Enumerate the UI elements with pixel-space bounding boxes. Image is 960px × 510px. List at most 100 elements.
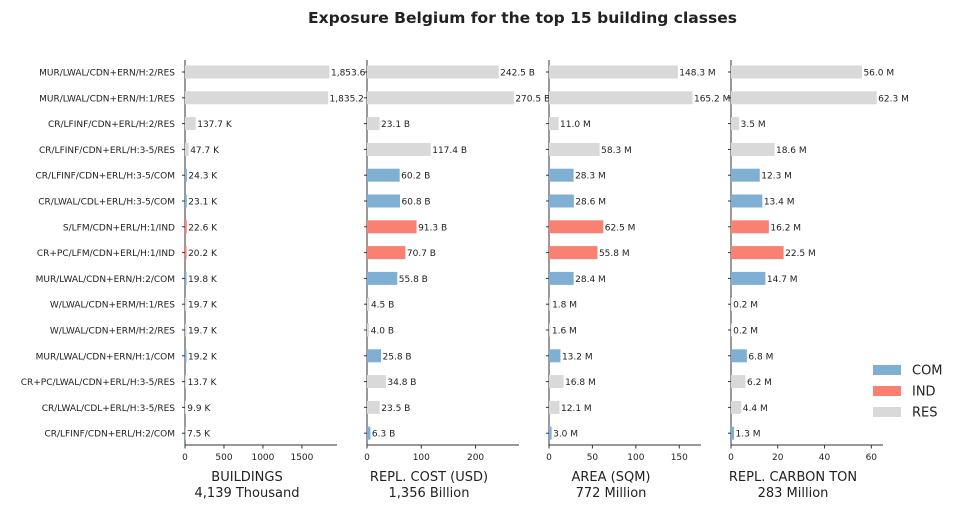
bar	[731, 168, 760, 182]
data-label: 0.2 M	[733, 301, 758, 311]
data-label: 55.8 M	[599, 249, 630, 259]
bar	[731, 65, 862, 79]
data-label: 148.3 M	[679, 69, 715, 79]
bar	[185, 246, 187, 260]
bar	[731, 246, 784, 260]
x-axis-total: 4,139 Thousand	[195, 486, 300, 501]
bar	[185, 349, 187, 363]
category-label: CR+PC/LFM/CDN+ERL/H:1/IND	[37, 249, 175, 259]
x-tick-label: 500	[215, 453, 232, 463]
legend-swatch	[873, 365, 901, 375]
data-label: 14.7 M	[767, 275, 798, 285]
data-label: 19.8 K	[188, 275, 218, 285]
bar	[367, 168, 400, 182]
data-label: 62.5 M	[605, 223, 636, 233]
data-label: 6.8 M	[748, 352, 773, 362]
bar	[731, 220, 769, 234]
bar	[367, 400, 380, 414]
chart-title: Exposure Belgium for the top 15 building…	[308, 9, 737, 27]
bar	[549, 375, 564, 389]
x-tick-label: 200	[467, 453, 484, 463]
bar	[731, 375, 746, 389]
data-label: 3.5 M	[741, 120, 766, 130]
data-label: 4.4 M	[743, 404, 768, 414]
bar	[367, 271, 398, 285]
data-label: 13.7 K	[188, 378, 218, 388]
data-label: 28.6 M	[575, 198, 606, 208]
data-label: 28.4 M	[575, 275, 606, 285]
bar	[367, 323, 370, 337]
x-tick-label: 40	[819, 453, 831, 463]
bar	[367, 297, 370, 311]
data-label: 70.7 B	[407, 249, 436, 259]
data-label: 47.7 K	[190, 146, 220, 156]
x-axis-label: REPL. COST (USD)	[370, 470, 488, 485]
bar	[549, 91, 693, 105]
data-label: 13.2 M	[562, 352, 593, 362]
x-tick-label: 50	[587, 453, 599, 463]
category-label: CR/LFINF/CDN+ERL/H:2/RES	[48, 120, 175, 130]
x-tick-label: 0	[364, 453, 370, 463]
data-label: 22.6 K	[188, 223, 218, 233]
x-axis-total: 283 Million	[758, 486, 829, 501]
data-label: 3.0 M	[553, 430, 578, 440]
x-tick-label: 60	[866, 453, 878, 463]
bar	[731, 117, 740, 131]
bar	[731, 323, 732, 337]
bar	[367, 375, 386, 389]
category-label: MUR/LWAL/CDN+ERN/H:2/COM	[36, 275, 175, 285]
x-tick-label: 0	[728, 453, 734, 463]
legend-swatch	[873, 407, 901, 417]
data-label: 242.5 B	[500, 69, 535, 79]
category-label: CR+PC/LWAL/CDN+ERL/H:3-5/RES	[21, 378, 176, 388]
bar	[549, 323, 551, 337]
bar	[367, 426, 371, 440]
data-label: 13.4 M	[764, 198, 795, 208]
data-label: 9.9 K	[187, 404, 211, 414]
data-label: 60.2 B	[401, 172, 430, 182]
data-label: 25.8 B	[383, 352, 412, 362]
data-label: 1,853.6 K	[331, 69, 375, 79]
bar	[367, 220, 417, 234]
x-axis-total: 772 Million	[576, 486, 647, 501]
data-label: 55.8 B	[399, 275, 428, 285]
x-tick-label: 0	[182, 453, 188, 463]
data-label: 4.0 B	[371, 327, 394, 337]
bar	[549, 117, 559, 131]
data-label: 12.3 M	[761, 172, 792, 182]
bar	[731, 349, 747, 363]
bar	[549, 426, 552, 440]
data-label: 23.1 B	[381, 120, 410, 130]
x-tick-label: 100	[413, 453, 430, 463]
bar	[731, 297, 732, 311]
category-label: MUR/LWAL/CDN+ERN/H:1/COM	[36, 352, 175, 362]
data-label: 7.5 K	[187, 430, 211, 440]
data-label: 16.8 M	[565, 378, 596, 388]
bar	[367, 65, 499, 79]
data-label: 91.3 B	[418, 223, 447, 233]
bar	[549, 246, 598, 260]
bar	[549, 400, 560, 414]
data-label: 11.0 M	[560, 120, 591, 130]
category-label: CR/LWAL/CDL+ERL/H:3-5/COM	[38, 198, 175, 208]
category-label: CR/LFINF/CDN+ERL/H:3-5/COM	[36, 172, 176, 182]
data-label: 22.5 M	[785, 249, 816, 259]
bar	[731, 194, 763, 208]
bar	[549, 349, 561, 363]
data-label: 6.3 B	[372, 430, 395, 440]
bar	[731, 142, 775, 156]
x-axis-total: 1,356 Billion	[389, 486, 470, 501]
data-label: 16.2 M	[770, 223, 801, 233]
data-label: 23.1 K	[188, 198, 218, 208]
data-label: 1.3 M	[736, 430, 761, 440]
bar	[549, 65, 678, 79]
data-label: 4.5 B	[371, 301, 394, 311]
data-label: 18.6 M	[776, 146, 807, 156]
x-tick-label: 1000	[251, 453, 274, 463]
bar	[367, 246, 406, 260]
legend-label: RES	[912, 406, 938, 421]
data-label: 28.3 M	[575, 172, 606, 182]
x-axis-label: AREA (SQM)	[571, 470, 650, 485]
category-label: W/LWAL/CDN+ERM/H:1/RES	[50, 301, 175, 311]
data-label: 20.2 K	[188, 249, 218, 259]
